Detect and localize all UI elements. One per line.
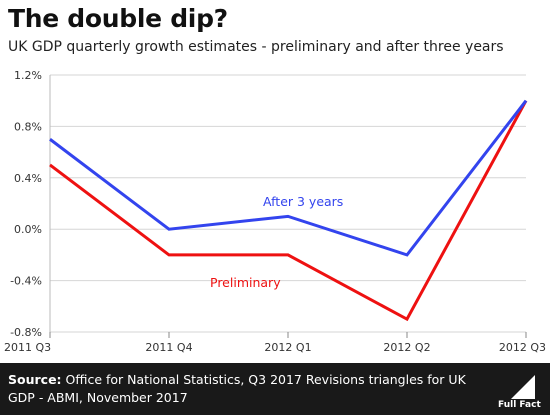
x-tick-label: 2012 Q2 [383, 341, 430, 354]
gridlines [49, 74, 527, 338]
x-tick-label: 2012 Q3 [499, 341, 546, 354]
series-label-preliminary: Preliminary [210, 275, 281, 290]
full-fact-logo-icon [511, 375, 535, 399]
line-chart: -0.8%-0.4%0.0%0.4%0.8%1.2% 2011 Q3 2011 Q… [4, 69, 546, 354]
x-tick-labels: 2011 Q3 2011 Q4 2012 Q1 2012 Q2 2012 Q3 [4, 341, 546, 354]
y-tick-label: -0.8% [10, 326, 42, 339]
y-tick-label: 0.8% [14, 120, 42, 133]
y-tick-label: 1.2% [14, 69, 42, 82]
source-footer: Source: Office for National Statistics, … [0, 363, 550, 415]
logo-text: Full Fact [498, 400, 541, 410]
source-label: Source: [8, 372, 62, 387]
y-tick-labels: -0.8% -0.4% 0.0% 0.4% 0.8% 1.2% [10, 69, 42, 339]
y-tick-label: 0.0% [14, 223, 42, 236]
y-tick-label: 0.4% [14, 172, 42, 185]
chart-subtitle: UK GDP quarterly growth estimates - prel… [8, 39, 504, 55]
y-tick-label: -0.4% [10, 275, 42, 288]
series-line-preliminary [49, 99, 528, 322]
source-note: Source: Office for National Statistics, … [8, 371, 478, 407]
x-tick-label: 2011 Q4 [145, 341, 192, 354]
x-tick-label: 2011 Q3 [4, 341, 51, 354]
series-line-after-3-years [49, 99, 528, 257]
source-text: Office for National Statistics, Q3 2017 … [8, 372, 466, 405]
series-label-after-3-years: After 3 years [263, 194, 343, 209]
series-lines [49, 99, 528, 322]
x-tick-label: 2012 Q1 [264, 341, 311, 354]
series-labels: After 3 years Preliminary [210, 194, 343, 290]
chart-title: The double dip? [8, 4, 228, 33]
